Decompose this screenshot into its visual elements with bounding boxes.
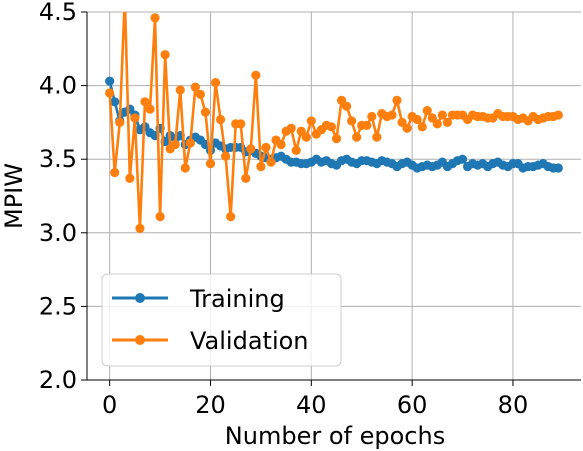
validation-point bbox=[215, 114, 226, 125]
validation-point bbox=[115, 117, 125, 127]
validation-point bbox=[135, 223, 145, 233]
validation-point bbox=[200, 107, 211, 117]
validation-point bbox=[180, 163, 190, 173]
validation-point bbox=[195, 89, 206, 100]
y-tick-label: 3.0 bbox=[39, 219, 77, 247]
tick-labels: 0 20 40 60 80 2.0 2.5 3.0 3.5 4.0 4.5 bbox=[39, 0, 528, 419]
validation-point bbox=[442, 117, 453, 127]
validation-point bbox=[236, 119, 246, 129]
validation-point bbox=[185, 138, 195, 148]
x-tick-label: 60 bbox=[397, 391, 428, 419]
y-tick-label: 2.5 bbox=[39, 292, 77, 320]
validation-point bbox=[432, 119, 442, 129]
y-tick-label: 2.0 bbox=[39, 366, 77, 394]
validation-point bbox=[120, 0, 129, 2]
validation-point bbox=[326, 122, 337, 132]
validation-point bbox=[553, 110, 563, 120]
validation-point bbox=[150, 13, 160, 23]
legend-validation-label: Validation bbox=[190, 327, 309, 355]
validation-point bbox=[387, 110, 397, 120]
validation-point bbox=[105, 88, 115, 98]
legend-training-label: Training bbox=[189, 285, 285, 313]
validation-point bbox=[190, 82, 200, 92]
validation-point bbox=[261, 142, 271, 153]
validation-point bbox=[251, 70, 261, 80]
validation-point bbox=[140, 97, 150, 107]
validation-point bbox=[276, 139, 286, 150]
validation-point bbox=[392, 95, 402, 105]
validation-point bbox=[412, 114, 422, 125]
validation-point bbox=[331, 133, 342, 144]
y-tick-label: 4.5 bbox=[39, 0, 77, 26]
legend: Training Validation bbox=[101, 273, 342, 367]
validation-point bbox=[367, 111, 377, 122]
validation-point bbox=[155, 212, 165, 222]
validation-point bbox=[342, 101, 352, 111]
validation-point bbox=[362, 120, 372, 130]
y-tick-label: 4.0 bbox=[39, 72, 77, 100]
validation-point bbox=[422, 106, 432, 116]
x-tick-label: 80 bbox=[498, 391, 529, 419]
validation-point bbox=[301, 132, 311, 142]
legend-training-marker bbox=[135, 293, 145, 303]
validation-point bbox=[170, 139, 180, 150]
validation-point bbox=[417, 122, 427, 132]
validation-point bbox=[210, 78, 221, 88]
y-axis-label: MPIW bbox=[0, 163, 28, 229]
training-point bbox=[457, 154, 468, 164]
validation-point bbox=[205, 159, 216, 169]
validation-point bbox=[437, 110, 447, 120]
validation-point bbox=[145, 104, 155, 114]
training-point bbox=[105, 76, 115, 86]
validation-point bbox=[160, 50, 170, 60]
validation-point bbox=[372, 132, 382, 142]
validation-point bbox=[347, 116, 357, 126]
validation-point bbox=[130, 113, 140, 123]
validation-point bbox=[256, 161, 266, 172]
grid bbox=[87, 11, 581, 381]
legend-validation-marker bbox=[135, 335, 145, 345]
validation-point bbox=[291, 145, 301, 155]
plot-area bbox=[105, 0, 563, 233]
validation-point bbox=[241, 173, 251, 183]
training-point bbox=[110, 97, 120, 107]
x-tick-label: 20 bbox=[195, 391, 226, 419]
validation-point bbox=[266, 157, 276, 167]
validation-point bbox=[352, 132, 362, 142]
x-axis-label: Number of epochs bbox=[225, 422, 445, 450]
validation-point bbox=[221, 151, 231, 161]
axes bbox=[81, 11, 581, 386]
x-tick-label: 0 bbox=[102, 391, 117, 419]
validation-point bbox=[246, 144, 256, 154]
y-tick-label: 3.5 bbox=[39, 145, 77, 173]
training-point bbox=[553, 163, 563, 173]
x-tick-label: 40 bbox=[296, 391, 327, 419]
validation-point bbox=[226, 212, 236, 222]
validation-point bbox=[125, 173, 135, 183]
validation-point bbox=[402, 123, 412, 133]
validation-point bbox=[175, 85, 185, 95]
validation-point bbox=[110, 167, 120, 178]
validation-point bbox=[306, 116, 316, 126]
validation-point bbox=[286, 123, 296, 133]
